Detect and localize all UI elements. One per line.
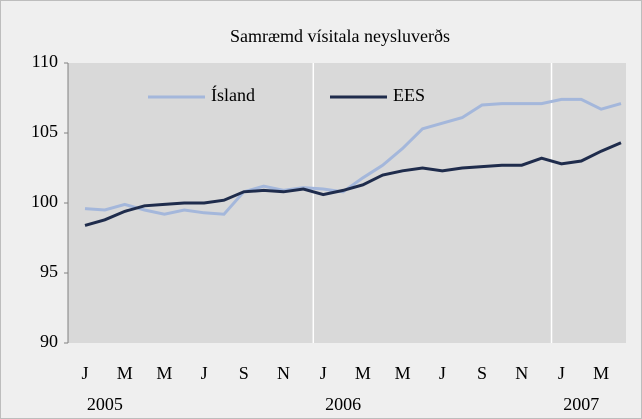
y-tick-label: 100	[31, 191, 58, 211]
x-tick-label: M	[395, 363, 411, 383]
legend-label: Ísland	[211, 84, 255, 105]
x-tick-label: M	[593, 363, 609, 383]
x-tick-label: N	[515, 363, 528, 383]
x-tick-label: J	[439, 363, 446, 383]
x-tick-label: N	[277, 363, 290, 383]
x-tick-label: J	[558, 363, 565, 383]
x-tick-label: J	[320, 363, 327, 383]
year-label: 2005	[87, 394, 123, 414]
y-tick-label: 90	[40, 331, 58, 351]
y-tick-label: 110	[32, 51, 58, 71]
year-label: 2007	[563, 394, 599, 414]
x-tick-label: J	[81, 363, 88, 383]
x-tick-label: M	[117, 363, 133, 383]
plot-area	[68, 63, 626, 343]
x-tick-label: M	[355, 363, 371, 383]
x-tick-label: M	[156, 363, 172, 383]
series-line	[84, 97, 622, 216]
x-tick-label: J	[201, 363, 208, 383]
x-tick-label: S	[239, 363, 249, 383]
chart-title: Samræmd vísitala neysluverðs	[230, 26, 450, 46]
y-tick-label: 105	[31, 121, 58, 141]
series-line	[84, 141, 622, 227]
year-label: 2006	[325, 394, 361, 414]
legend-label: EES	[393, 85, 425, 105]
y-tick-label: 95	[40, 261, 58, 281]
x-tick-label: S	[477, 363, 487, 383]
